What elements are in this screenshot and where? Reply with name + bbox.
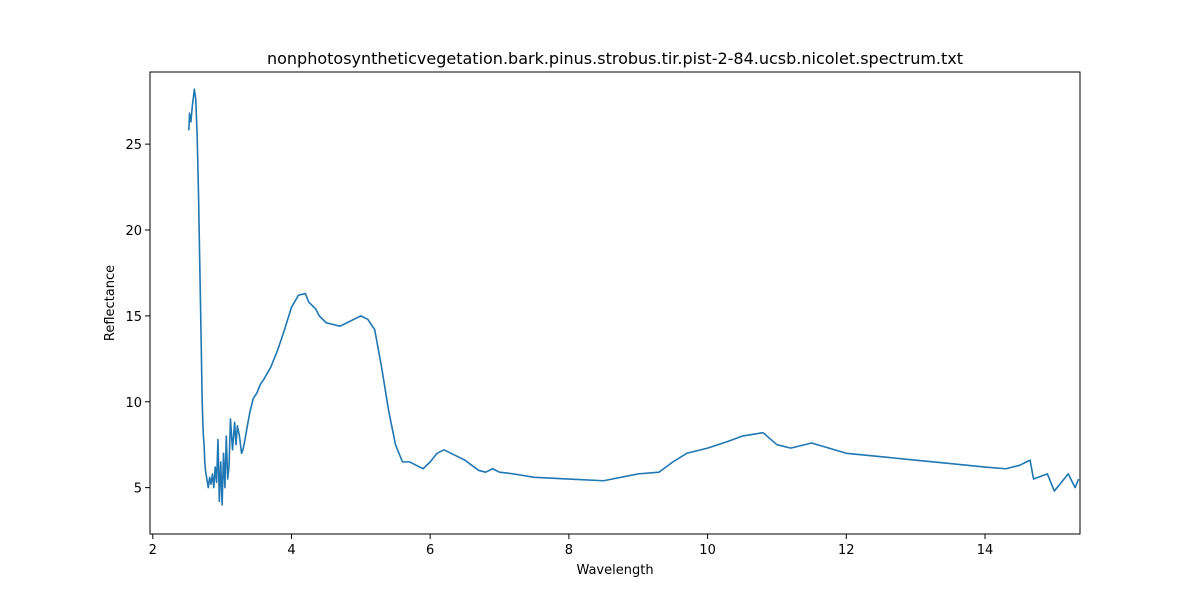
x-tick-label: 6 — [426, 543, 434, 558]
x-axis-ticks: 2 4 6 8 10 12 14 — [149, 534, 994, 558]
y-tick-label: 25 — [125, 138, 142, 153]
y-axis-label: Reflectance — [103, 265, 118, 341]
y-tick-label: 15 — [125, 310, 142, 325]
chart-title: nonphotosyntheticvegetation.bark.pinus.s… — [267, 49, 963, 68]
x-tick-label: 4 — [287, 543, 295, 558]
reflectance-series-line — [188, 88, 1080, 506]
y-axis-ticks: 5 10 15 20 25 — [125, 138, 150, 497]
y-tick-label: 10 — [125, 396, 142, 411]
x-tick-label: 10 — [699, 543, 716, 558]
x-tick-label: 2 — [149, 543, 157, 558]
plot-frame — [149, 71, 1081, 535]
x-tick-label: 8 — [565, 543, 573, 558]
x-tick-label: 14 — [977, 543, 994, 558]
y-tick-label: 5 — [134, 482, 142, 497]
y-tick-label: 20 — [125, 224, 142, 239]
x-axis-label: Wavelength — [576, 563, 653, 578]
x-tick-label: 12 — [838, 543, 855, 558]
